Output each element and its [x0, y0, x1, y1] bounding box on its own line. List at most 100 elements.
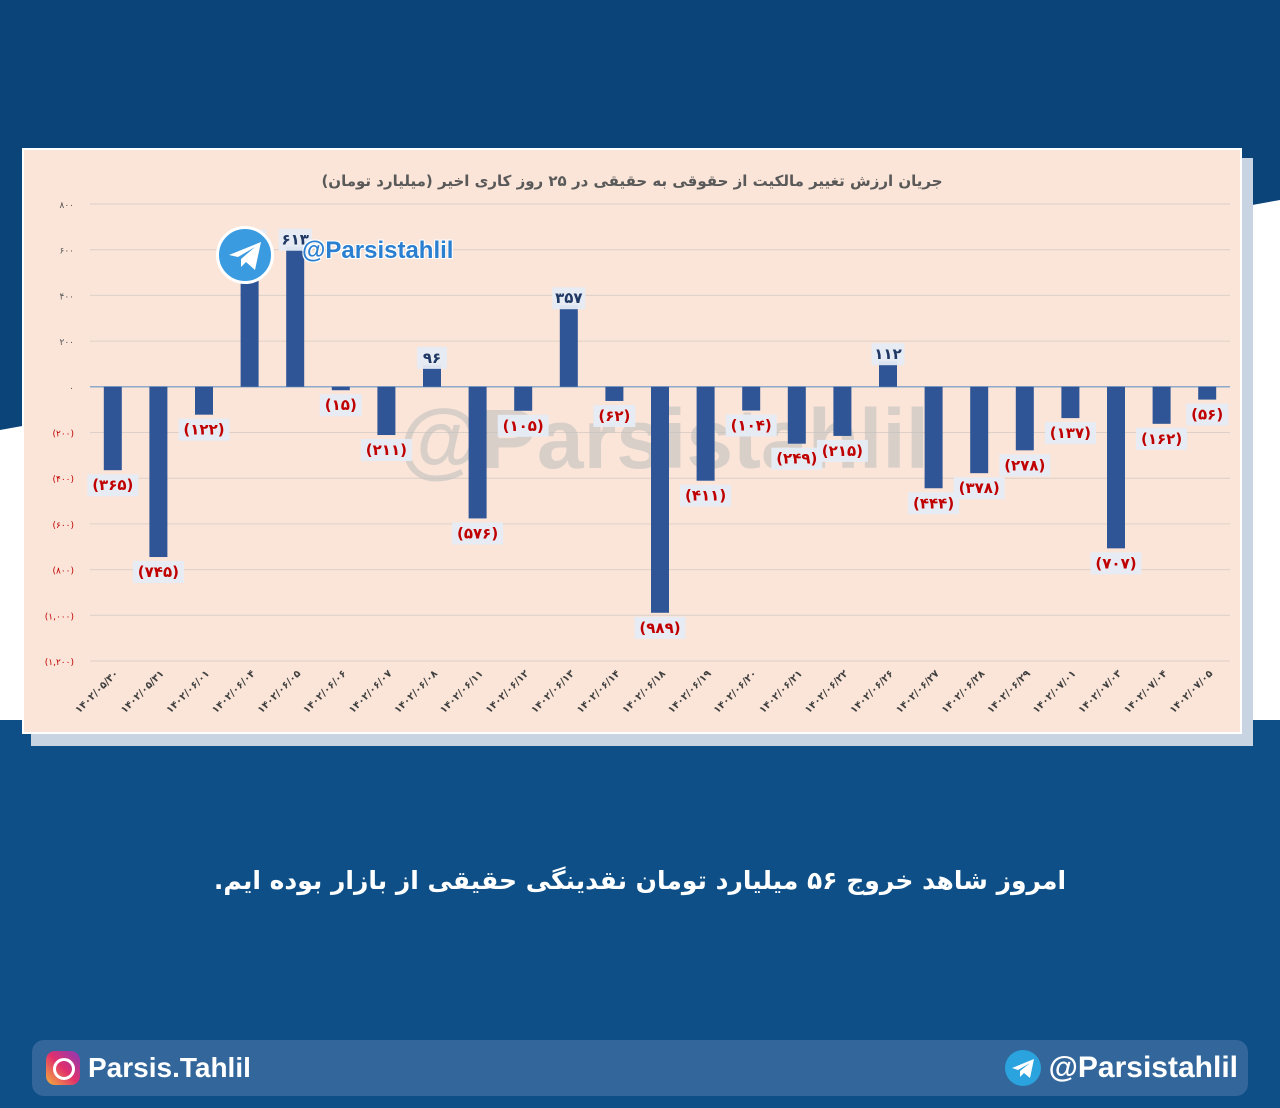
bar — [1107, 386, 1125, 549]
data-label-box — [871, 343, 905, 366]
bar — [742, 386, 761, 411]
data-label: ۹۶ — [423, 349, 441, 367]
telegram-handle: @Parsistahlil — [1048, 1051, 1238, 1084]
x-tick-label: ۱۴۰۲/۰۶/۱۱ — [438, 668, 485, 715]
footer-bar: Parsis.Tahlil @Parsistahlil — [32, 1040, 1248, 1096]
bar — [195, 386, 213, 415]
data-label-box — [725, 414, 777, 437]
x-tick-label: ۱۴۰۲/۰۶/۲۶ — [849, 668, 896, 715]
bar — [286, 246, 305, 387]
x-tick-label: ۱۴۰۲/۰۶/۲۰ — [712, 668, 759, 715]
x-tick-label: ۱۴۰۲/۰۵/۳۱ — [119, 668, 166, 715]
data-label-box — [497, 414, 549, 437]
bar — [605, 386, 624, 401]
bar — [103, 386, 122, 471]
y-tick-label: ۲۰۰ — [59, 338, 74, 348]
x-tick-label: ۱۴۰۲/۰۶/۱۸ — [621, 668, 668, 715]
bar — [331, 386, 350, 391]
data-label-box — [953, 477, 1005, 500]
data-label: ۳۵۷ — [555, 289, 582, 307]
x-tick-label: ۱۴۰۲/۰۶/۱۴ — [575, 668, 622, 715]
y-tick-label: (۱,۰۰۰) — [45, 612, 74, 622]
instagram-handle: Parsis.Tahlil — [88, 1052, 251, 1083]
data-label-box — [178, 418, 230, 441]
bar — [1015, 386, 1034, 451]
bar — [377, 386, 396, 436]
x-tick-label: ۱۴۰۲/۰۶/۲۸ — [940, 668, 987, 715]
x-tick-label: ۱۴۰۲/۰۶/۰۸ — [393, 668, 440, 715]
data-label: (۱۵) — [325, 396, 357, 414]
watermark-handle: @Parsistahlil — [302, 237, 454, 264]
bar — [1198, 386, 1217, 400]
data-label-box — [999, 454, 1051, 477]
y-tick-label: (۴۰۰) — [52, 475, 74, 485]
data-label-box — [771, 447, 823, 470]
data-label-box — [634, 616, 686, 639]
x-tick-label: ۱۴۰۲/۰۶/۰۵ — [256, 668, 303, 715]
telegram-link[interactable]: @Parsistahlil — [1004, 1050, 1238, 1086]
telegram-icon — [1004, 1050, 1041, 1086]
data-label: (۶۲) — [598, 407, 630, 425]
data-label-box — [319, 394, 362, 417]
caption: امروز شاهد خروج ۵۶ میلیارد تومان نقدینگی… — [213, 866, 1067, 895]
x-tick-label: ۱۴۰۲/۰۶/۱۳ — [529, 668, 576, 715]
paper-plane-icon — [229, 242, 261, 270]
data-label-box — [1044, 422, 1096, 445]
data-label: (۱۰۵) — [503, 417, 544, 435]
bar — [879, 361, 897, 387]
data-label: (۲۱۵) — [822, 442, 863, 460]
y-tick-label: (۱,۲۰۰) — [45, 658, 74, 668]
bar — [651, 386, 669, 613]
telegram-icon — [216, 226, 274, 284]
data-label: (۱۶۲) — [1141, 430, 1182, 448]
bar — [970, 386, 989, 474]
bar — [1061, 386, 1080, 419]
y-tick-label: ۴۰۰ — [59, 292, 74, 302]
x-tick-label: ۱۴۰۲/۰۶/۰۱ — [165, 668, 212, 715]
bar — [833, 386, 852, 436]
data-label-box — [132, 561, 184, 584]
bar — [423, 364, 441, 387]
data-label-box — [593, 404, 636, 427]
x-tick-label: ۱۴۰۲/۰۵/۳۰ — [73, 668, 120, 715]
data-label: (۲۷۸) — [1004, 456, 1045, 474]
x-tick-label: ۱۴۰۲/۰۶/۲۹ — [985, 668, 1032, 715]
x-tick-label: ۱۴۰۲/۰۶/۲۲ — [803, 668, 850, 715]
y-tick-label: ۶۰۰ — [59, 247, 74, 257]
x-tick-label: ۱۴۰۲/۰۷/۰۴ — [1122, 668, 1169, 715]
data-label: (۷۰۷) — [1095, 554, 1136, 572]
data-label: (۱۰۴) — [731, 417, 772, 435]
data-label-box — [278, 228, 312, 251]
data-label-box — [908, 492, 960, 515]
data-label: (۴۴۴) — [913, 494, 954, 512]
bar — [696, 386, 715, 481]
data-label-box — [680, 484, 732, 507]
bar — [924, 386, 943, 489]
x-tick-label: ۱۴۰۲/۰۶/۱۹ — [666, 668, 713, 715]
x-tick-label: ۱۴۰۲/۰۷/۰۵ — [1168, 668, 1215, 715]
x-tick-label: ۱۴۰۲/۰۷/۰۱ — [1031, 668, 1078, 715]
x-tick-label: ۱۴۰۲/۰۶/۱۲ — [484, 668, 531, 715]
data-label: (۷۴۵) — [138, 563, 179, 581]
data-label: (۵۷۶) — [457, 524, 498, 542]
data-label: (۱۳۷) — [1050, 424, 1091, 442]
data-label: (۱۲۲) — [183, 421, 224, 439]
chart-card: جریان ارزش تغییر مالکیت از حقوقی به حقیق… — [22, 148, 1242, 734]
data-label: (۳۶۵) — [92, 476, 133, 494]
bar — [149, 386, 168, 558]
data-label: (۴۱۱) — [685, 487, 726, 505]
x-tick-label: ۱۴۰۲/۰۶/۰۷ — [347, 668, 394, 715]
data-label-box — [816, 439, 868, 462]
y-tick-label: (۶۰۰) — [52, 521, 74, 531]
data-label-box — [1186, 403, 1229, 426]
data-label-box — [87, 474, 139, 497]
data-label-box — [360, 439, 412, 462]
data-label: (۵۶) — [1191, 406, 1223, 424]
instagram-link[interactable]: Parsis.Tahlil — [46, 1050, 251, 1086]
x-tick-label: ۱۴۰۲/۰۶/۲۷ — [894, 668, 941, 715]
bar — [1152, 386, 1171, 424]
x-tick-label: ۱۴۰۲/۰۶/۲۱ — [757, 668, 804, 715]
chart: جریان ارزش تغییر مالکیت از حقوقی به حقیق… — [45, 172, 1230, 716]
data-label: (۲۱۱) — [366, 441, 407, 459]
bar — [559, 305, 578, 387]
